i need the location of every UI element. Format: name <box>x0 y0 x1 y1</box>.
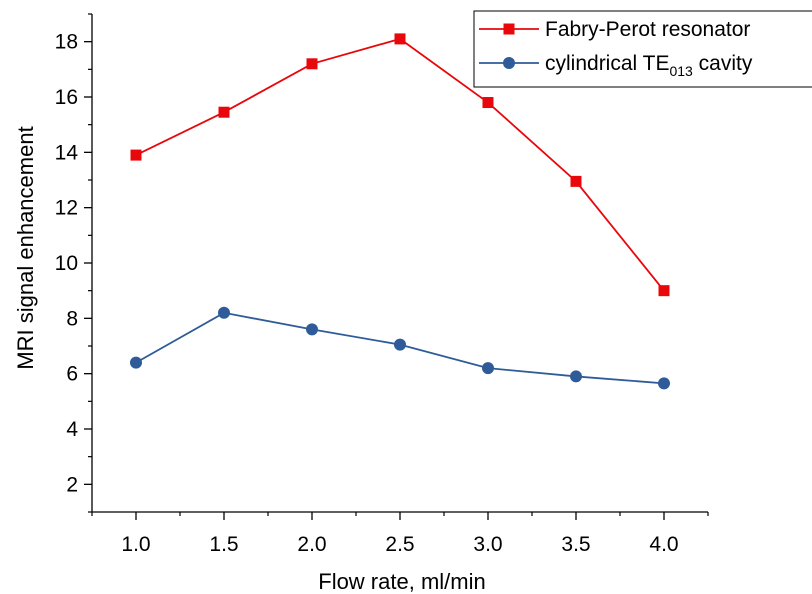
y-tick-label: 12 <box>55 197 78 220</box>
data-point-square <box>130 149 142 161</box>
legend-label: cylindrical TE013 cavity <box>545 52 753 79</box>
x-tick-label: 1.5 <box>209 533 238 556</box>
data-point-square <box>306 58 318 70</box>
data-point-circle <box>658 377 670 390</box>
legend-label-main: cylindrical TE <box>545 52 669 75</box>
data-point-circle <box>130 356 142 369</box>
data-point-circle <box>482 362 494 375</box>
x-tick-label: 3.0 <box>473 533 502 556</box>
legend-label-main: Fabry-Perot resonator <box>545 18 750 41</box>
data-point-circle <box>218 306 230 319</box>
x-tick-label: 4.0 <box>649 533 678 556</box>
y-tick-label: 2 <box>66 473 78 496</box>
legend-marker-circle <box>503 57 515 69</box>
legend-item-2: cylindrical TE013 cavity <box>479 52 753 79</box>
data-point-square <box>570 175 582 187</box>
series-2 <box>130 306 670 390</box>
y-tick-label: 4 <box>66 418 78 441</box>
data-point-circle <box>306 323 318 336</box>
legend-label-subscript: 013 <box>669 63 693 79</box>
data-point-circle <box>570 370 582 383</box>
y-tick-label: 18 <box>55 31 78 54</box>
x-tick-label: 3.5 <box>561 533 590 556</box>
y-tick-label: 14 <box>55 141 79 164</box>
series-1 <box>130 33 670 297</box>
x-tick-label: 1.0 <box>121 533 150 556</box>
x-tick-label: 2.0 <box>297 533 326 556</box>
axes: 2 4 6 8 10 12 14 16 18 1.0 1.5 2.0 2.5 3.0 3.5 4.0 <box>55 13 709 556</box>
x-axis-title: Flow rate, ml/min <box>318 569 485 594</box>
x-tick-label: 2.5 <box>385 533 414 556</box>
y-tick-label: 16 <box>55 86 78 109</box>
data-point-square <box>482 97 494 109</box>
data-point-square <box>658 285 670 297</box>
legend-marker-square <box>503 23 515 35</box>
legend-label-suffix: cavity <box>693 52 753 75</box>
y-tick-label: 6 <box>66 363 78 386</box>
legend-box <box>473 10 812 88</box>
series-layer <box>130 33 670 390</box>
data-point-square <box>394 33 406 45</box>
legend: Fabry-Perot resonator cylindrical TE013 c… <box>473 10 812 88</box>
data-point-square <box>218 106 230 118</box>
data-point-circle <box>394 338 406 351</box>
y-tick-label: 8 <box>66 307 78 330</box>
y-axis-title: MRI signal enhancement <box>13 126 38 369</box>
legend-item-1: Fabry-Perot resonator <box>479 18 750 41</box>
y-tick-label: 10 <box>55 252 78 275</box>
legend-label: Fabry-Perot resonator <box>545 18 750 41</box>
